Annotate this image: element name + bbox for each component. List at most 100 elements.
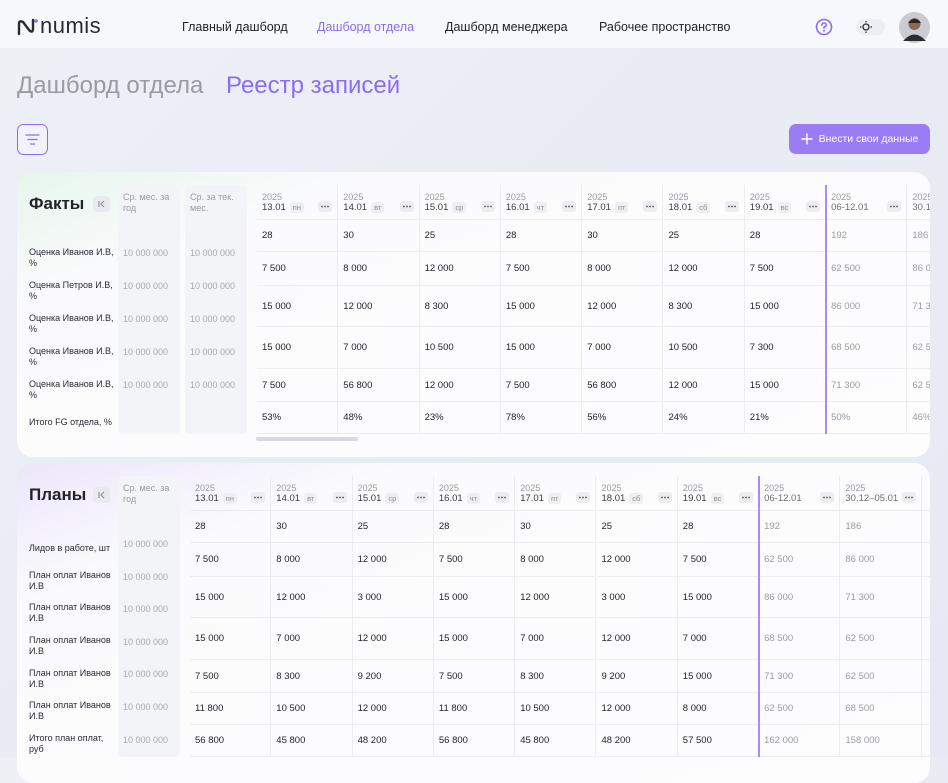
column-menu[interactable] — [495, 492, 510, 503]
column-year: 2025 — [343, 191, 364, 202]
value-cell: 8 300 — [663, 286, 745, 327]
value-cell: 71 300 — [840, 577, 922, 618]
row-label: План оплат Иванов И.В — [29, 602, 111, 624]
value-cell: 15 000 — [257, 286, 339, 327]
avg-header: Ср. мес. за год — [123, 192, 170, 213]
value-cell: 7 500 — [257, 369, 339, 402]
avg-value: 10 000 000 — [190, 281, 236, 291]
column-menu[interactable] — [724, 201, 739, 212]
column-menu[interactable] — [657, 492, 672, 503]
value-cell: 10 500 — [271, 693, 353, 725]
help-icon[interactable] — [815, 18, 833, 36]
column-date-line: 14.01 вт — [276, 492, 318, 504]
value-cell: 62 500 — [826, 252, 908, 286]
column-date: 17.01 — [520, 492, 544, 504]
row-label: План оплат Иванов И.В — [29, 667, 111, 689]
column-year: 2025 — [276, 482, 297, 493]
column-menu[interactable] — [318, 201, 333, 212]
value-cell: 7 500 — [677, 543, 760, 577]
scrollbar[interactable] — [256, 437, 358, 441]
column-menu[interactable] — [820, 492, 835, 503]
column-menu[interactable] — [399, 201, 414, 212]
avg-value: 10 000 000 — [123, 248, 169, 258]
value-cell: 28 — [257, 220, 339, 252]
column-header — [921, 476, 930, 511]
column-date: 13.01 — [262, 201, 286, 213]
nav-item-active[interactable]: Дашборд отдела — [317, 20, 415, 34]
column-date-line: 15.01 ср — [358, 492, 400, 504]
value-cell: 62 500 — [759, 543, 841, 577]
breadcrumb-section[interactable]: Дашборд отдела — [17, 72, 204, 99]
value-cell: 56 800 — [582, 369, 664, 402]
column-menu[interactable] — [576, 492, 591, 503]
avg-column — [118, 476, 180, 757]
avg-value: 10 000 000 — [190, 380, 236, 390]
value-cell: 7 000 — [677, 618, 760, 660]
avg-value: 10 000 000 — [123, 604, 169, 615]
data-grid: 2025 13.01 пн 28 7 500 15 000 15 000 7 500 53% 20… — [257, 185, 930, 434]
value-cell: 86 000 — [840, 543, 922, 577]
column-menu[interactable] — [562, 201, 577, 212]
value-cell: 68 500 — [840, 693, 922, 725]
value-cell: 8 300 — [419, 286, 501, 327]
avatar[interactable] — [899, 12, 930, 43]
nav-item[interactable]: Главный дашборд — [182, 20, 288, 34]
column-menu[interactable] — [480, 201, 495, 212]
column-date-line: 06-12.01 — [764, 493, 802, 504]
column-menu[interactable] — [251, 492, 266, 503]
empty-cell — [921, 511, 930, 543]
value-cell: 28 — [433, 511, 516, 543]
value-cell: 7 000 — [582, 327, 664, 369]
avg-value: 10 000 000 — [123, 380, 169, 390]
avg-value: 10 000 000 — [123, 734, 169, 745]
column-year: 2025 — [845, 482, 866, 493]
column-day: вт — [304, 492, 318, 504]
column-date: 14.01 — [343, 201, 368, 213]
column-menu[interactable] — [739, 492, 754, 503]
nav-item[interactable]: Дашборд менеджера — [445, 20, 568, 34]
value-cell: 21% — [744, 402, 827, 434]
empty-cell — [921, 577, 930, 618]
avg-value: 10 000 000 — [123, 281, 169, 291]
column-date-line: 19.01 вс — [682, 492, 725, 504]
column-date-line: 13.01 пн — [195, 492, 237, 504]
value-cell: 11 800 — [433, 693, 516, 725]
column-day: чт — [466, 492, 481, 504]
logo: numis — [40, 13, 102, 38]
avg-column — [118, 185, 180, 434]
column-header: 2025 14.01 вт — [271, 476, 353, 511]
value-cell: 7 500 — [190, 543, 272, 577]
column-header: 2025 13.01 пн — [190, 476, 272, 511]
column-year: 2025 — [764, 482, 785, 493]
column-menu[interactable] — [332, 492, 347, 503]
value-cell: 7 500 — [500, 369, 583, 402]
collapse-button[interactable] — [93, 487, 110, 503]
theme-toggle[interactable] — [856, 18, 886, 36]
collapse-button[interactable] — [93, 196, 110, 212]
column-date: 18.01 — [668, 201, 693, 213]
filter-button[interactable] — [17, 124, 48, 155]
column-year: 2025 — [438, 482, 459, 493]
column-menu[interactable] — [413, 492, 428, 503]
row-label: Оценка Иванов И.В, % — [29, 246, 114, 268]
value-cell: 56 800 — [338, 369, 420, 402]
column-date: 06-12.01 — [764, 492, 802, 504]
add-data-label: Внести свои данные — [818, 133, 919, 145]
column-year: 2025 — [749, 191, 770, 202]
column-menu[interactable] — [901, 492, 916, 503]
value-cell: 7 500 — [433, 543, 516, 577]
column-menu[interactable] — [887, 201, 902, 212]
column-menu[interactable] — [643, 201, 658, 212]
column-date-line: 15.01 ср — [425, 201, 467, 213]
nav-item[interactable]: Рабочее пространство — [599, 20, 731, 34]
column-menu[interactable] — [806, 201, 821, 212]
breadcrumb-page: Реестр записей — [226, 72, 401, 99]
value-cell: 7 000 — [338, 327, 420, 369]
week-divider — [825, 185, 828, 434]
value-cell: 9 200 — [596, 660, 678, 693]
add-data-button[interactable]: Внести свои данные — [789, 124, 930, 154]
value-cell: 15 000 — [433, 618, 516, 660]
column-date: 19.01 — [682, 492, 707, 504]
value-cell: 7 500 — [190, 660, 272, 693]
value-cell: 71 300 — [907, 286, 930, 327]
